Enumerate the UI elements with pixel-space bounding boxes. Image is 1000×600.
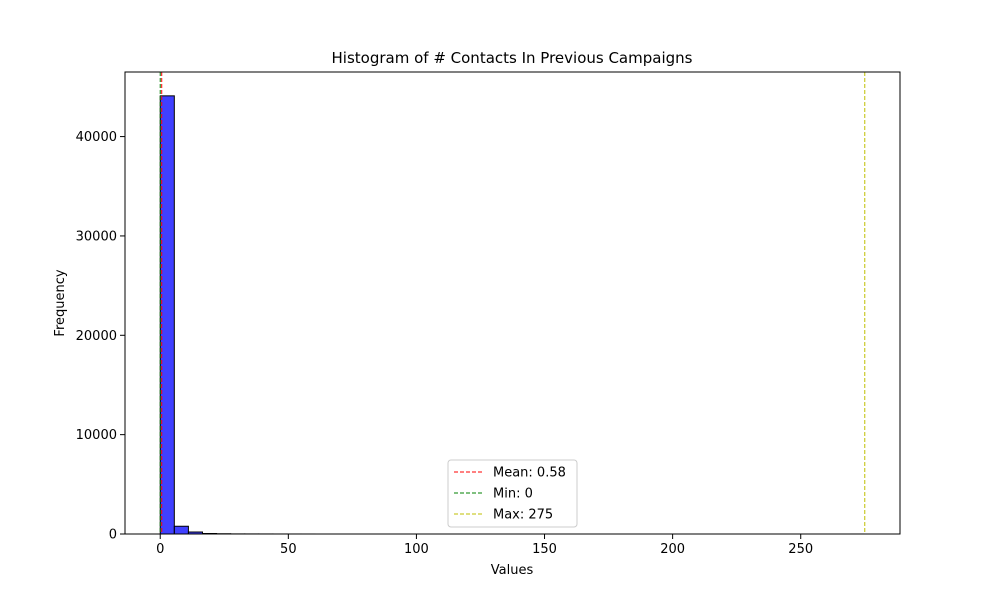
legend: Mean: 0.58 Min: 0 Max: 275 — [447, 459, 578, 528]
y-tick-label: 10000 — [76, 428, 117, 443]
legend-label: Mean: 0.58 — [493, 466, 566, 481]
x-tick-label: 150 — [532, 542, 557, 557]
y-axis-ticks: 0 10000 20000 30000 40000 — [76, 130, 125, 543]
x-tick-label: 200 — [660, 542, 685, 557]
histogram-bar — [173, 525, 189, 535]
x-tick-label: 250 — [788, 542, 813, 557]
x-tick-label: 100 — [404, 542, 429, 557]
chart-title: Histogram of # Contacts In Previous Camp… — [332, 49, 693, 67]
legend-entries: Mean: 0.58 Min: 0 Max: 275 — [454, 466, 566, 523]
reference-lines-group — [159, 72, 866, 534]
histogram-bar — [159, 95, 175, 535]
plot-frame — [124, 71, 901, 535]
x-tick-label: 0 — [156, 542, 164, 557]
legend-label: Max: 275 — [493, 508, 553, 523]
y-tick-label: 20000 — [76, 329, 117, 344]
y-tick-label: 40000 — [76, 130, 117, 145]
y-tick-label: 30000 — [76, 229, 117, 244]
x-tick-label: 50 — [280, 542, 297, 557]
legend-box — [447, 459, 578, 528]
y-axis-label: Frequency — [53, 269, 68, 336]
y-tick-label: 0 — [109, 528, 117, 543]
x-axis-label: Values — [491, 563, 534, 578]
x-axis-ticks: 0 50 100 150 200 250 — [156, 534, 813, 557]
legend-label: Min: 0 — [493, 487, 533, 502]
